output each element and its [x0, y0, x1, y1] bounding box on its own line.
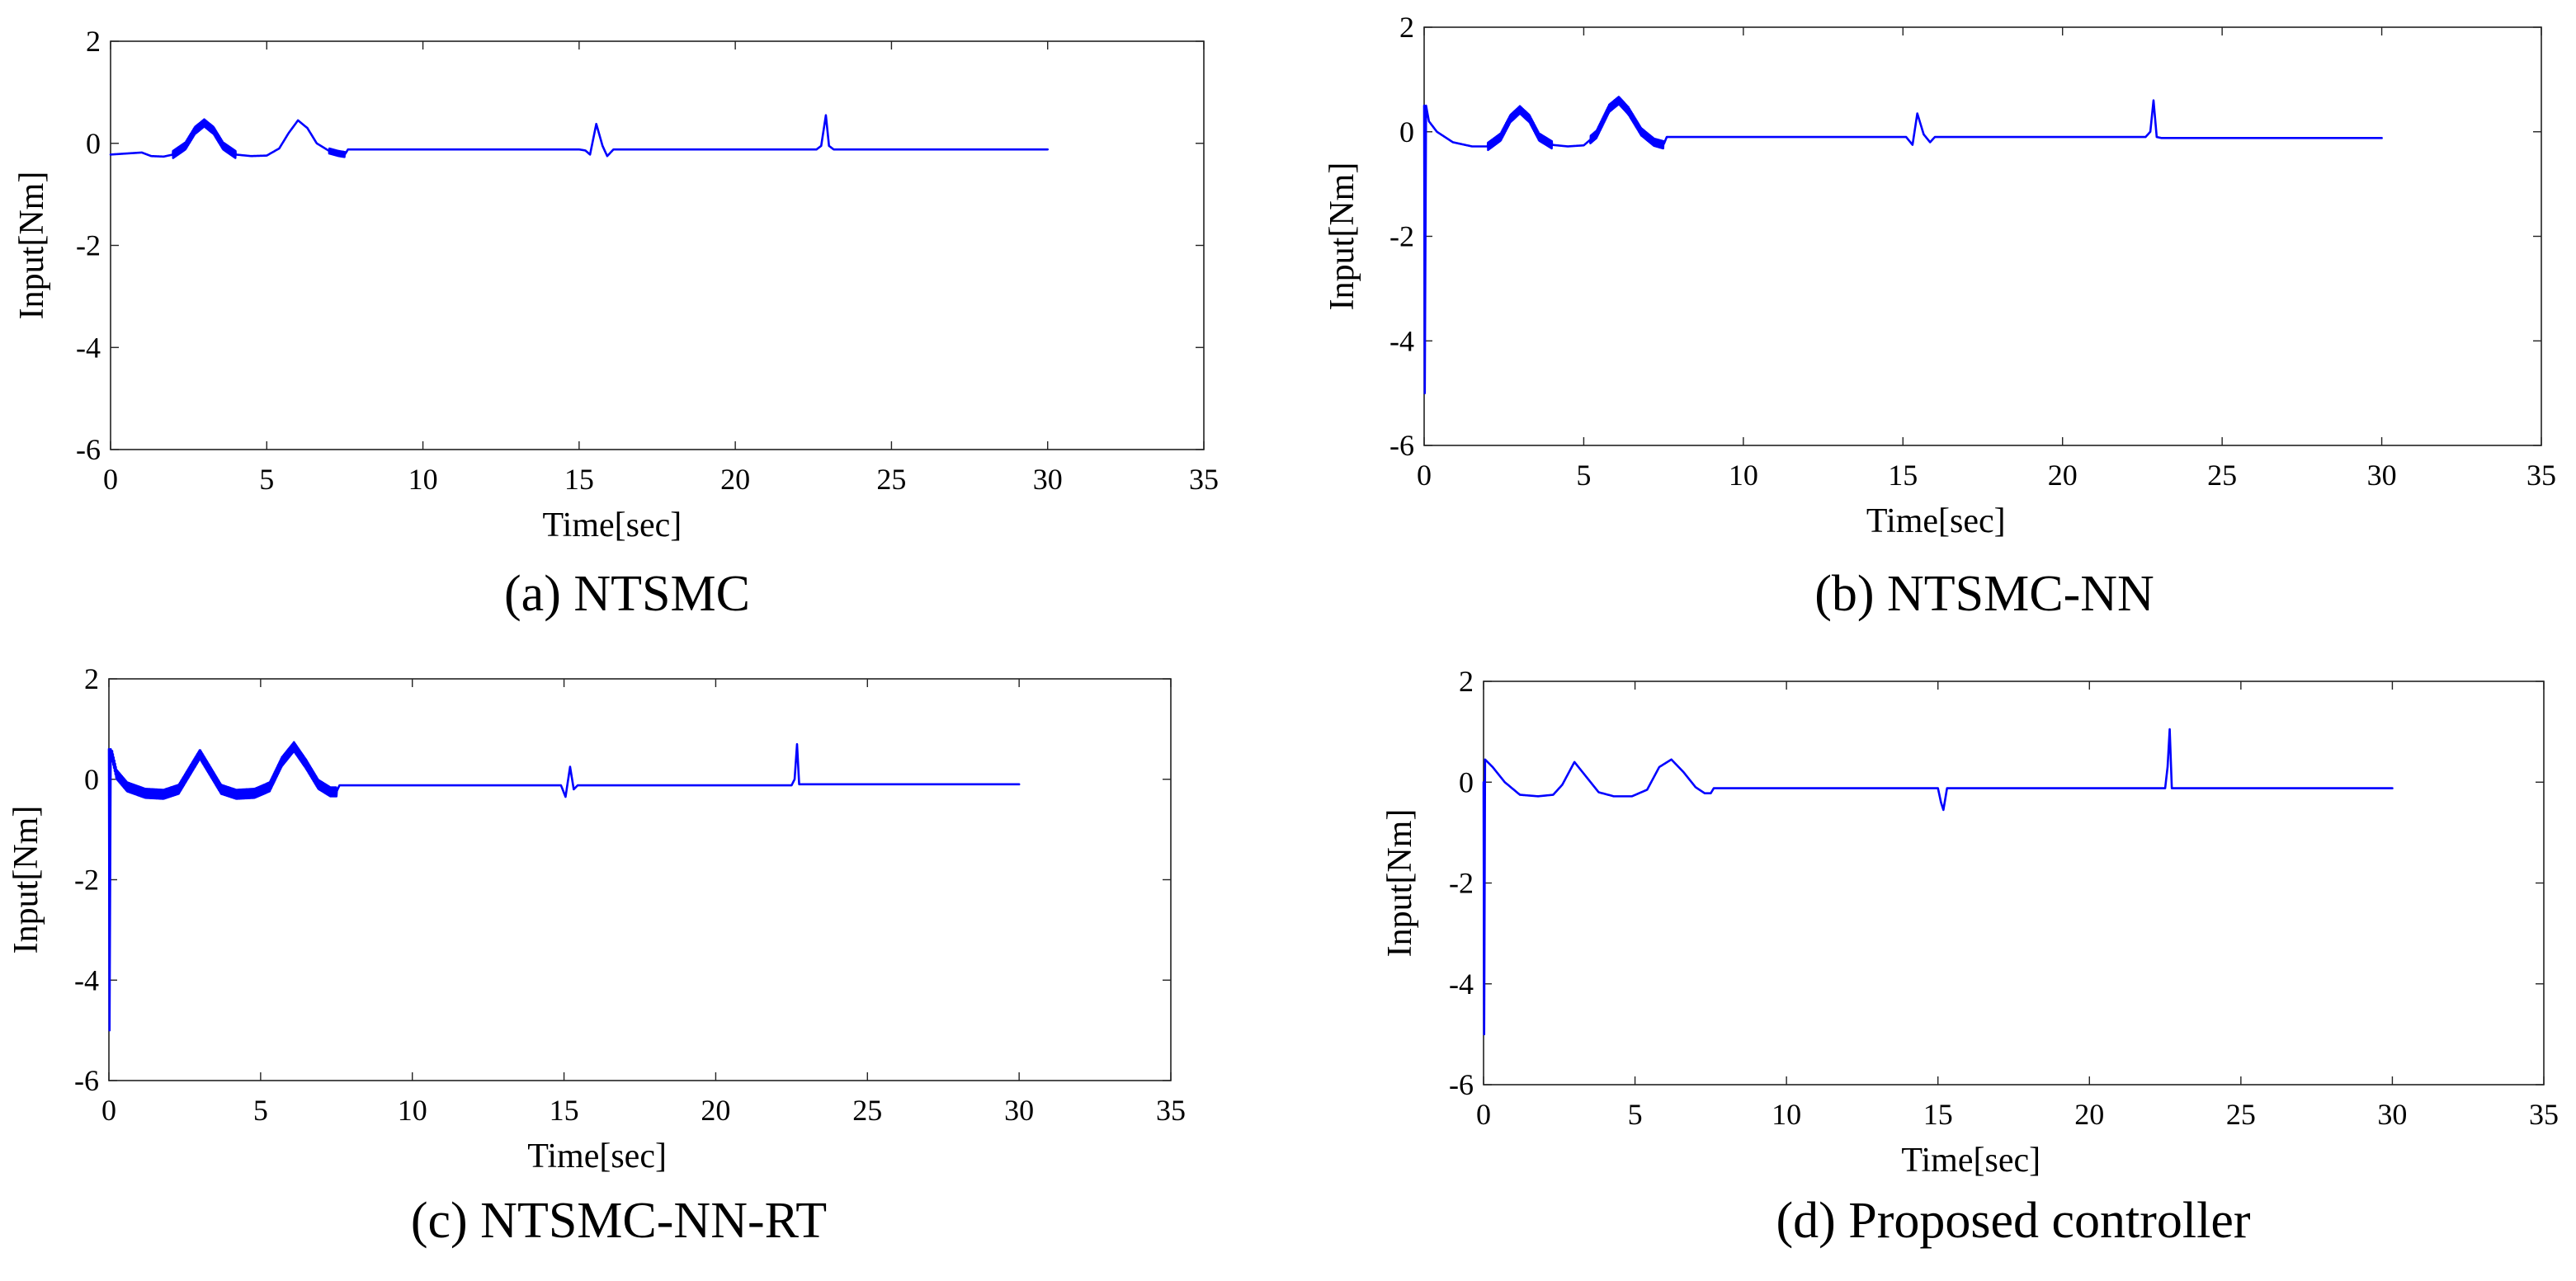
y-tick-label: -6: [76, 433, 101, 466]
x-tick-label: 10: [1772, 1098, 1801, 1131]
y-tick-label: 2: [1459, 665, 1474, 698]
x-tick-label: 20: [2074, 1098, 2104, 1131]
x-tick-label: 30: [1004, 1094, 1034, 1127]
axes-frame: [1483, 681, 2545, 1086]
x-tick-label: 5: [253, 1094, 268, 1127]
chart-panel-3: 0 5 10 15 20 25 30 3520-2-4-6Time[sec]Input[Nm]…: [7, 662, 1186, 1249]
series-line-1: [107, 741, 1021, 1032]
x-tick-label: 35: [2529, 1098, 2559, 1131]
y-tick-label: -4: [1389, 324, 1414, 357]
axes-frame: [110, 40, 1205, 450]
y-axis-label: Input[Nm]: [7, 806, 45, 954]
y-tick-label: 0: [1399, 115, 1414, 148]
x-tick-label: 5: [1628, 1098, 1643, 1131]
x-tick-label: 30: [2377, 1098, 2407, 1131]
x-tick-label: 15: [550, 1094, 579, 1127]
x-tick-label: 15: [1888, 459, 1918, 492]
y-tick-label: -2: [1449, 867, 1474, 900]
series-line-1: [1482, 728, 2394, 1036]
panel-caption: (a) NTSMC: [504, 566, 750, 622]
x-tick-label: 15: [564, 463, 594, 496]
chart-panel-4: 0 5 10 15 20 25 30 3520-2-4-6Time[sec]Input[Nm]…: [1381, 665, 2559, 1249]
chart-panel-2: 0 5 10 15 20 25 30 3520-2-4-6Time[sec]Input[Nm]…: [1323, 11, 2556, 622]
x-tick-label: 35: [2526, 459, 2556, 492]
y-tick-label: 2: [86, 25, 101, 58]
panel-caption: (b) NTSMC-NN: [1814, 566, 2154, 622]
x-tick-label: 25: [2207, 459, 2237, 492]
x-axis-label: Time[sec]: [542, 506, 682, 544]
x-tick-label: 5: [1576, 459, 1591, 492]
y-axis-label: Input[Nm]: [1381, 809, 1419, 958]
x-axis-label: Time[sec]: [527, 1137, 667, 1175]
x-tick-label: 10: [398, 1094, 427, 1127]
axes-frame: [1423, 26, 2542, 446]
y-tick-label: 2: [84, 662, 99, 695]
x-tick-label: 5: [259, 463, 274, 496]
y-axis-label: Input[Nm]: [1323, 162, 1361, 311]
y-tick-label: 0: [84, 763, 99, 796]
y-tick-label: -6: [1389, 429, 1414, 462]
x-tick-label: 25: [876, 463, 906, 496]
x-tick-label: 35: [1156, 1094, 1186, 1127]
x-tick-label: 0: [103, 463, 118, 496]
x-tick-label: 20: [2048, 459, 2078, 492]
x-axis-label: Time[sec]: [1901, 1142, 2041, 1180]
y-tick-label: -2: [1389, 220, 1414, 253]
x-tick-label: 25: [2226, 1098, 2256, 1131]
y-tick-label: -6: [1449, 1068, 1474, 1101]
y-tick-label: 2: [1399, 11, 1414, 44]
x-tick-label: 30: [2367, 459, 2397, 492]
x-tick-label: 25: [852, 1094, 882, 1127]
x-tick-label: 35: [1189, 463, 1219, 496]
x-tick-label: 30: [1033, 463, 1063, 496]
series-line-1: [109, 114, 1050, 159]
y-tick-label: -4: [76, 331, 101, 364]
x-tick-label: 0: [1417, 459, 1432, 492]
y-tick-label: 0: [86, 127, 101, 160]
x-tick-label: 20: [720, 463, 750, 496]
x-axis-label: Time[sec]: [1866, 502, 2006, 540]
x-tick-label: 10: [1729, 459, 1758, 492]
axes-frame: [108, 678, 1172, 1081]
y-tick-label: -6: [74, 1064, 99, 1097]
y-axis-label: Input[Nm]: [13, 172, 51, 320]
x-tick-label: 15: [1923, 1098, 1953, 1131]
x-tick-label: 0: [101, 1094, 116, 1127]
y-tick-label: -2: [76, 229, 101, 262]
x-tick-label: 20: [701, 1094, 730, 1127]
x-tick-label: 0: [1476, 1098, 1491, 1131]
panel-caption: (d) Proposed controller: [1776, 1193, 2250, 1249]
y-tick-label: -2: [74, 864, 99, 897]
y-tick-label: 0: [1459, 765, 1474, 798]
chart-panel-1: 0 5 10 15 20 25 30 3520-2-4-6Time[sec]Input[Nm]…: [13, 25, 1219, 622]
series-line-1: [1422, 96, 2383, 394]
x-tick-label: 10: [408, 463, 438, 496]
panel-caption: (c) NTSMC-NN-RT: [411, 1193, 827, 1249]
y-tick-label: -4: [1449, 968, 1474, 1001]
y-tick-label: -4: [74, 963, 99, 996]
